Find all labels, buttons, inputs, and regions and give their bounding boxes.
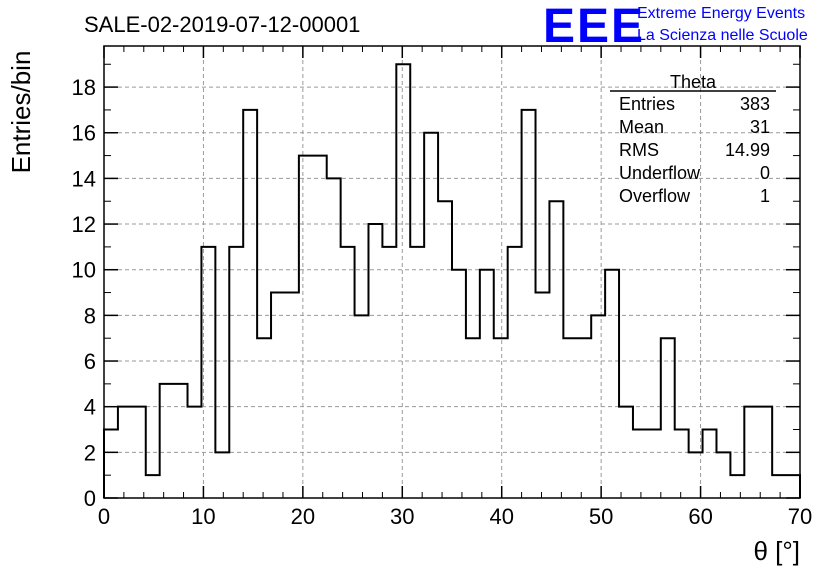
y-tick-label: 18: [72, 75, 96, 100]
stats-value: 0: [760, 163, 770, 183]
y-tick-label: 6: [84, 349, 96, 374]
y-tick-labels: 0 2 4 6 8 10 12 14 16 18: [72, 75, 96, 511]
histogram-bin: [146, 475, 160, 498]
histogram-bin: [647, 430, 661, 498]
histogram-bin: [633, 430, 647, 498]
histogram-bin: [299, 156, 313, 498]
stats-value: 1: [760, 186, 770, 206]
y-tick-label: 2: [84, 440, 96, 465]
histogram-bin: [215, 452, 229, 498]
x-tick-label: 40: [489, 504, 513, 529]
histogram-bin: [549, 201, 563, 498]
histogram-bin: [772, 475, 786, 498]
histogram-bin: [536, 293, 550, 498]
histogram-bin: [452, 270, 466, 498]
histogram-bins: [104, 64, 800, 498]
x-tick-label: 50: [589, 504, 613, 529]
histogram-bin: [410, 247, 424, 498]
logo-mark: EEE: [543, 0, 645, 53]
y-axis-title: Entries/bin: [6, 51, 36, 174]
histogram-bin: [480, 270, 494, 498]
x-tick-label: 20: [291, 504, 315, 529]
x-tick-label: 30: [390, 504, 414, 529]
histogram-bin: [313, 156, 327, 498]
y-tick-label: 4: [84, 395, 96, 420]
histogram-bin: [661, 338, 675, 498]
histogram-bin: [730, 475, 744, 498]
histogram-bin: [382, 247, 396, 498]
stats-value: 31: [750, 117, 770, 137]
histogram-bin: [243, 110, 257, 498]
x-tick-label: 0: [98, 504, 110, 529]
stats-box: Theta Entries 383 Mean 31 RMS 14.99 Underflow 0…: [610, 72, 776, 206]
histogram-bin: [327, 178, 341, 498]
x-tick-label: 10: [191, 504, 215, 529]
stats-label: Entries: [619, 94, 675, 114]
x-tick-label: 70: [788, 504, 812, 529]
histogram-bin: [466, 338, 480, 498]
stats-value: 14.99: [725, 140, 770, 160]
histogram-bin: [605, 270, 619, 498]
y-tick-label: 12: [72, 212, 96, 237]
y-tick-label: 0: [84, 486, 96, 511]
histogram-bin: [508, 247, 522, 498]
histogram-bin: [160, 384, 174, 498]
y-tick-label: 8: [84, 303, 96, 328]
y-tick-label: 14: [72, 166, 96, 191]
grid-lines: [104, 46, 800, 498]
histogram-bin: [716, 452, 730, 498]
stats-label: Overflow: [619, 186, 691, 206]
histogram-outline: [103, 63, 801, 498]
stats-label: Underflow: [619, 163, 701, 183]
stats-label: Mean: [619, 117, 664, 137]
stats-rows: Entries 383 Mean 31 RMS 14.99 Underflow 0 Overfl…: [619, 94, 770, 206]
logo-line-1: Extreme Energy Events: [637, 5, 805, 22]
histogram-bin: [257, 338, 271, 498]
histogram-bin: [174, 384, 188, 498]
histogram-bin: [438, 201, 452, 498]
histogram-bin: [563, 338, 577, 498]
chart-title: SALE-02-2019-07-12-00001: [84, 12, 360, 37]
histogram-bin: [341, 247, 355, 498]
histogram-bin: [229, 247, 243, 498]
histogram-bin: [396, 64, 410, 498]
histogram-bin: [285, 293, 299, 498]
logo-line-2: La Scienza nelle Scuole: [637, 27, 808, 44]
x-tick-labels: 0 10 20 30 40 50 60 70: [98, 504, 812, 529]
histogram-bin: [675, 430, 689, 498]
stats-label: RMS: [619, 140, 659, 160]
axis-ticks: [103, 46, 801, 499]
x-tick-label: 60: [688, 504, 712, 529]
eee-logo: EEE Extreme Energy Events La Scienza nel…: [543, 0, 808, 53]
stats-name: Theta: [670, 72, 717, 92]
y-tick-label: 10: [72, 258, 96, 283]
histogram-bin: [271, 293, 285, 498]
histogram-bin: [522, 110, 536, 498]
histogram-bin: [104, 430, 118, 498]
histogram-bin: [786, 475, 800, 498]
histogram-bin: [703, 430, 717, 498]
x-axis-title: θ [°]: [753, 536, 800, 566]
y-tick-label: 16: [72, 121, 96, 146]
histogram-bin: [494, 338, 508, 498]
stats-value: 383: [740, 94, 770, 114]
plot-frame: [103, 45, 801, 499]
histogram-bin: [577, 338, 591, 498]
